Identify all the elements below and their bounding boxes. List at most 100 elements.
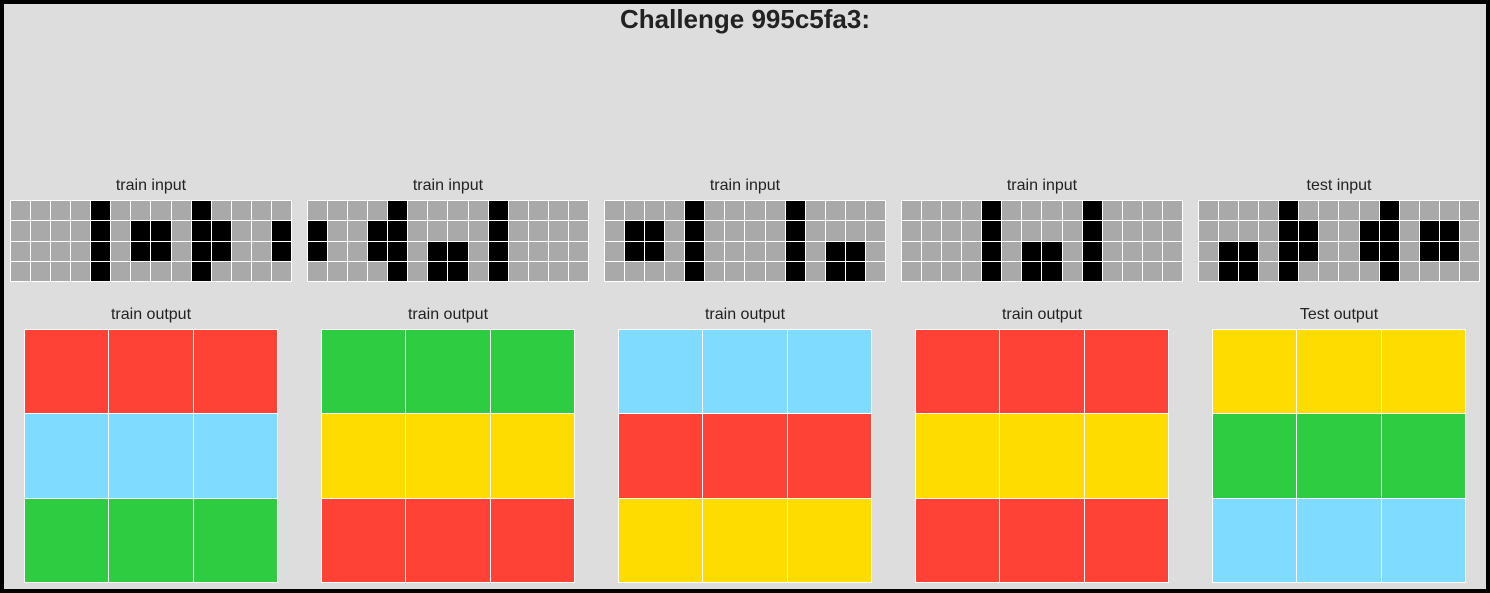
grid-cell	[1279, 201, 1299, 221]
grid-cell	[645, 221, 665, 241]
grid-cell	[745, 261, 765, 281]
grid-cell	[251, 201, 271, 221]
grid-cell	[1379, 221, 1399, 241]
grid-cell	[548, 201, 568, 221]
grid-cell	[271, 221, 291, 241]
grid-cell	[902, 241, 922, 261]
grid-cell	[348, 221, 368, 241]
grid-cell	[131, 221, 151, 241]
grid-cell	[490, 414, 574, 498]
grid-cell	[845, 261, 865, 281]
grid-cell	[962, 261, 982, 281]
grid-cell	[725, 241, 745, 261]
grid-cell	[705, 201, 725, 221]
grid-cell	[308, 241, 328, 261]
grid-cell	[1142, 201, 1162, 221]
grid-cell	[109, 414, 193, 498]
output-label: train output	[1001, 306, 1083, 323]
grid-cell	[468, 261, 488, 281]
grid-cell	[765, 221, 785, 241]
grid-cell	[1122, 241, 1142, 261]
grid-cell	[1162, 241, 1182, 261]
grid-cell	[171, 241, 191, 261]
grid-cell	[1399, 201, 1419, 221]
grid-cell	[91, 201, 111, 221]
input-label: train input	[412, 177, 484, 194]
grid-cell	[231, 221, 251, 241]
grid-cell	[1219, 261, 1239, 281]
grid-cell	[1459, 261, 1479, 281]
grid-cell	[348, 261, 368, 281]
page-title: Challenge 995c5fa3:	[619, 4, 870, 34]
grid-cell	[151, 201, 171, 221]
grid-cell	[1022, 261, 1042, 281]
grid-cell	[1319, 221, 1339, 241]
output-grid	[24, 329, 278, 583]
grid-cell	[825, 261, 845, 281]
input-label: train input	[115, 177, 187, 194]
grid-cell	[1142, 241, 1162, 261]
grid-cell	[1297, 330, 1381, 414]
grid-cell	[1002, 261, 1022, 281]
grid-cell	[388, 201, 408, 221]
grid-cell	[151, 221, 171, 241]
grid-cell	[1359, 241, 1379, 261]
grid-cell	[1082, 221, 1102, 241]
grid-cell	[1339, 201, 1359, 221]
input-grid	[307, 200, 589, 282]
grid-cell	[1122, 221, 1142, 241]
grid-cell	[548, 241, 568, 261]
grid-cell	[1213, 330, 1297, 414]
grid-cell	[448, 241, 468, 261]
grid-cell	[1022, 221, 1042, 241]
grid-cell	[1439, 241, 1459, 261]
grid-cell	[1042, 201, 1062, 221]
grid-cell	[865, 261, 885, 281]
grid-cell	[1319, 261, 1339, 281]
grid-cell	[171, 201, 191, 221]
grid-cell	[1379, 201, 1399, 221]
grid-cell	[548, 261, 568, 281]
grid-cell	[408, 241, 428, 261]
grid-cell	[31, 221, 51, 241]
grid-cell	[406, 330, 490, 414]
grid-cell	[765, 241, 785, 261]
grid-cell	[490, 498, 574, 582]
grid-cell	[490, 330, 574, 414]
grid-cell	[191, 241, 211, 261]
grid-cell	[1419, 241, 1439, 261]
grid-cell	[11, 201, 31, 221]
grid-cell	[1082, 241, 1102, 261]
grid-cell	[388, 221, 408, 241]
grid-cell	[1042, 261, 1062, 281]
grid-cell	[1102, 241, 1122, 261]
grid-cell	[725, 261, 745, 281]
grid-cell	[1142, 261, 1162, 281]
grid-cell	[625, 221, 645, 241]
grid-cell	[1199, 241, 1219, 261]
grid-cell	[1002, 241, 1022, 261]
grid-cell	[1419, 201, 1439, 221]
grid-cell	[942, 261, 962, 281]
grid-cell	[109, 330, 193, 414]
grid-cell	[805, 221, 825, 241]
grid-cell	[865, 241, 885, 261]
grid-cell	[51, 241, 71, 261]
grid-cell	[328, 221, 348, 241]
grid-cell	[1381, 498, 1465, 582]
grid-cell	[825, 221, 845, 241]
grid-cell	[468, 201, 488, 221]
grid-cell	[982, 261, 1002, 281]
grid-cell	[619, 414, 703, 498]
grid-cell	[1381, 414, 1465, 498]
grid-cell	[1399, 241, 1419, 261]
grid-cell	[922, 261, 942, 281]
grid-cell	[665, 221, 685, 241]
grid-cell	[406, 414, 490, 498]
grid-cell	[1000, 330, 1084, 414]
grid-cell	[765, 261, 785, 281]
grid-cell	[1199, 261, 1219, 281]
grid-cell	[488, 201, 508, 221]
output-grid	[618, 329, 872, 583]
grid-cell	[962, 201, 982, 221]
